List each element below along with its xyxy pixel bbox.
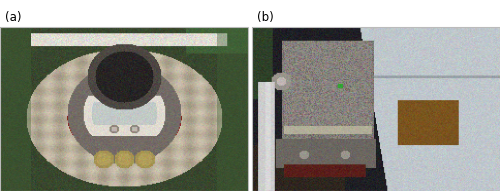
Bar [252,27,500,191]
Text: (a): (a) [5,11,21,24]
Text: (b): (b) [257,11,274,24]
Bar [0,27,248,191]
